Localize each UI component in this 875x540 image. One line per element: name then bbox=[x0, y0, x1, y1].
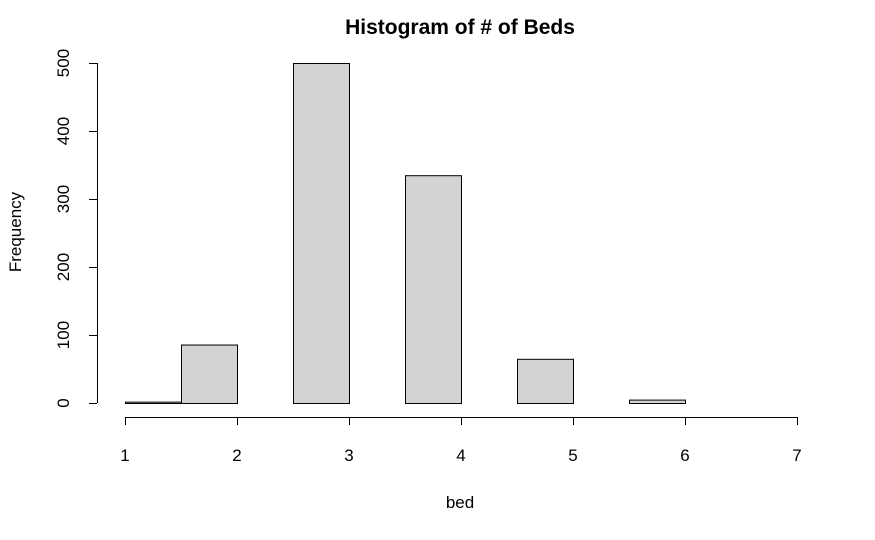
bars-group bbox=[125, 63, 686, 405]
y-axis-label: Frequency bbox=[6, 191, 25, 272]
chart-title: Histogram of # of Beds bbox=[345, 16, 575, 39]
x-tick-label: 4 bbox=[456, 446, 465, 465]
histogram-bar bbox=[405, 175, 462, 404]
histogram-bar bbox=[181, 344, 238, 404]
y-axis: 0 100 200 300 400 500 bbox=[54, 49, 98, 408]
histogram-bar bbox=[125, 401, 182, 405]
y-tick-label: 200 bbox=[54, 253, 73, 281]
y-tick-label: 100 bbox=[54, 321, 73, 349]
x-tick-label: 2 bbox=[232, 446, 241, 465]
x-tick-label: 7 bbox=[792, 446, 801, 465]
x-tick-label: 1 bbox=[120, 446, 129, 465]
x-tick-label: 3 bbox=[344, 446, 353, 465]
y-tick-label: 400 bbox=[54, 117, 73, 145]
y-tick-label: 300 bbox=[54, 185, 73, 213]
y-tick-label: 0 bbox=[54, 398, 73, 407]
histogram-bar bbox=[517, 358, 574, 404]
x-axis-label: bed bbox=[446, 493, 474, 512]
x-tick-label: 6 bbox=[680, 446, 689, 465]
y-tick-label: 500 bbox=[54, 49, 73, 77]
x-tick-label: 5 bbox=[568, 446, 577, 465]
histogram-bar bbox=[293, 63, 350, 404]
histogram-bar bbox=[629, 399, 686, 405]
x-axis: 1 2 3 4 5 6 7 bbox=[120, 417, 802, 465]
